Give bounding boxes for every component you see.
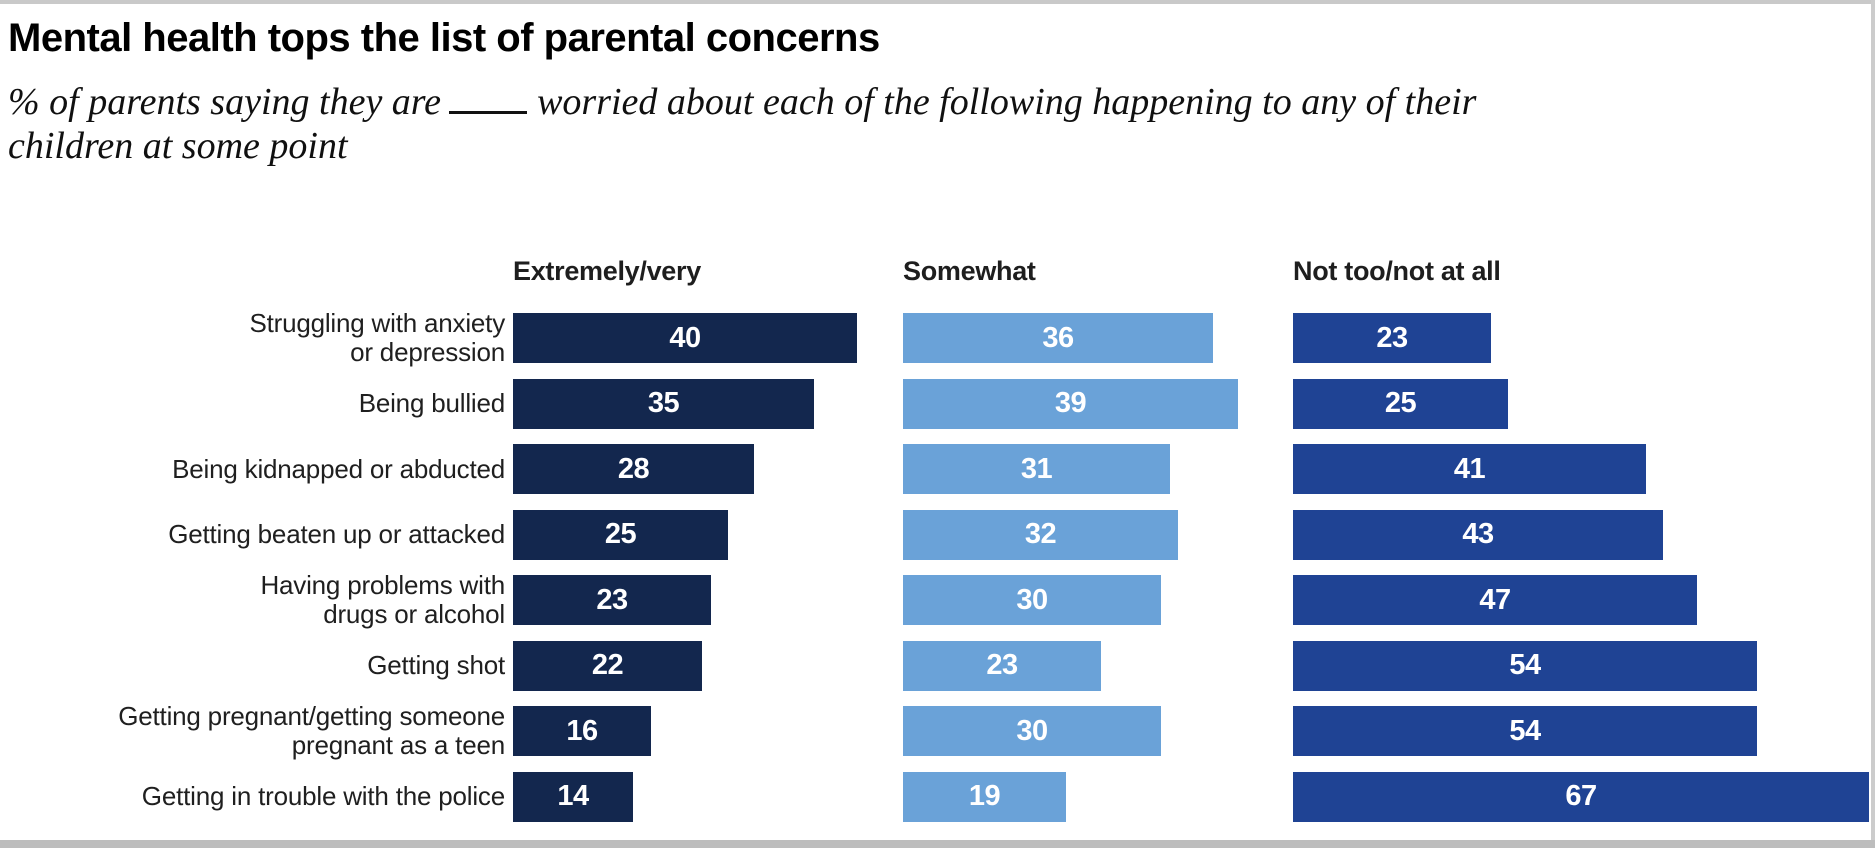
series-header-1: Somewhat: [903, 256, 1036, 286]
bar: 30: [903, 575, 1161, 626]
bar: 22: [513, 640, 702, 691]
bar: 30: [903, 706, 1161, 757]
category-label: Getting in trouble with the police: [141, 781, 505, 812]
series-header-2: Not too/not at all: [1293, 256, 1501, 286]
bar-value-label: 54: [1509, 649, 1541, 682]
category-label: Getting pregnant/getting someone pregnan…: [118, 701, 505, 761]
bar: 39: [903, 378, 1238, 429]
bar-value-label: 14: [557, 780, 589, 813]
bar-value-label: 22: [591, 649, 624, 682]
category-label: Struggling with anxiety or depression: [249, 308, 505, 367]
bar: 31: [903, 444, 1170, 495]
bar: 23: [1293, 313, 1491, 363]
bar-value-label: 67: [1565, 780, 1597, 813]
bar: 35: [513, 378, 814, 429]
category-label: Being kidnapped or abducted: [172, 453, 505, 484]
bar-value-label: 28: [617, 452, 650, 485]
subtitle-rest: worried about each of the following happ…: [8, 81, 1477, 168]
bar: 32: [903, 509, 1178, 560]
bar: 36: [903, 313, 1213, 363]
bar-value-label: 36: [1042, 321, 1074, 354]
bar-value-label: 47: [1479, 583, 1511, 616]
bar: 28: [513, 444, 754, 495]
bar: 54: [1293, 640, 1757, 691]
chart-subtitle: % of parents saying they are worried abou…: [8, 80, 1868, 169]
bar: 23: [513, 575, 711, 626]
bar-value-label: 23: [986, 649, 1018, 682]
bar: 43: [1293, 509, 1663, 560]
bar-value-label: 41: [1453, 452, 1486, 485]
bar-value-label: 30: [1016, 583, 1048, 616]
bar: 54: [1293, 706, 1757, 757]
bar: 67: [1293, 771, 1869, 822]
bar-value-label: 30: [1016, 714, 1048, 747]
series-header-0: Extremely/very: [513, 256, 701, 286]
bar-value-label: 23: [596, 583, 628, 616]
bar: 41: [1293, 444, 1646, 495]
category-label: Being bullied: [358, 388, 505, 419]
bar: 14: [513, 771, 633, 822]
bar-value-label: 31: [1020, 452, 1053, 485]
bar-value-label: 35: [647, 387, 680, 420]
bar: 25: [1293, 378, 1508, 429]
bar-value-label: 25: [604, 518, 637, 551]
top-border: [0, 0, 1875, 4]
subtitle-lead: % of parents saying they are: [8, 81, 442, 123]
bottom-border: [0, 840, 1875, 848]
bar: 23: [903, 640, 1101, 691]
bar: 40: [513, 313, 857, 363]
bar-value-label: 32: [1024, 518, 1057, 551]
bar: 16: [513, 706, 651, 757]
subtitle-blank: [449, 109, 528, 114]
bar-value-label: 25: [1384, 387, 1417, 420]
category-label: Getting shot: [367, 650, 505, 681]
category-label: Getting beaten up or attacked: [168, 519, 505, 550]
bar-value-label: 54: [1509, 714, 1541, 747]
bar-value-label: 23: [1376, 321, 1408, 354]
chart-title: Mental health tops the list of parental …: [8, 16, 880, 60]
bar-value-label: 40: [669, 321, 701, 354]
bar-value-label: 43: [1462, 518, 1494, 551]
right-border: [1871, 0, 1875, 848]
bar: 47: [1293, 575, 1697, 626]
category-label: Having problems with drugs or alcohol: [260, 570, 505, 630]
bar: 19: [903, 771, 1066, 822]
bar-value-label: 16: [566, 714, 598, 747]
bar-value-label: 19: [968, 780, 1001, 813]
bar-value-label: 39: [1054, 387, 1087, 420]
bar: 25: [513, 509, 728, 560]
